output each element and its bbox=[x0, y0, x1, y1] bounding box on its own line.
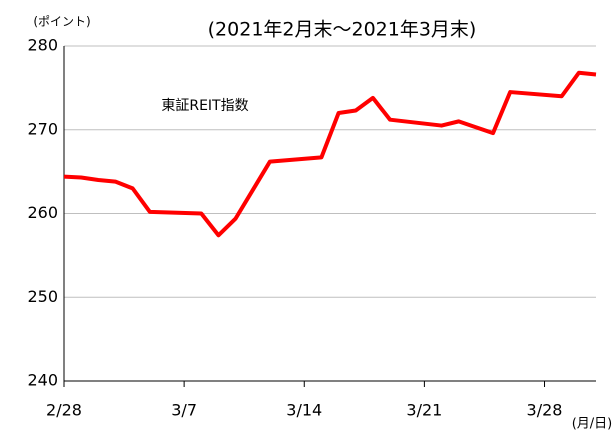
x-tick-label: 3/7 bbox=[171, 401, 197, 420]
x-tick-label: 3/28 bbox=[527, 401, 563, 420]
x-tick-label: 3/14 bbox=[286, 401, 322, 420]
chart-title: (2021年2月末～2021年3月末) bbox=[208, 19, 477, 41]
series-label: 東証REIT指数 bbox=[161, 98, 248, 114]
y-axis-label: (ポイント) bbox=[33, 15, 90, 29]
y-tick-label: 260 bbox=[27, 203, 58, 222]
series-line bbox=[63, 70, 597, 238]
x-axis-label: (月/日) bbox=[572, 417, 613, 432]
y-tick-label: 240 bbox=[27, 371, 58, 390]
y-tick-label: 270 bbox=[27, 119, 58, 138]
x-tick-label: 2/28 bbox=[46, 401, 82, 420]
x-tick-label: 3/21 bbox=[406, 401, 442, 420]
y-tick-label: 250 bbox=[27, 287, 58, 306]
y-tick-label: 280 bbox=[27, 36, 58, 55]
